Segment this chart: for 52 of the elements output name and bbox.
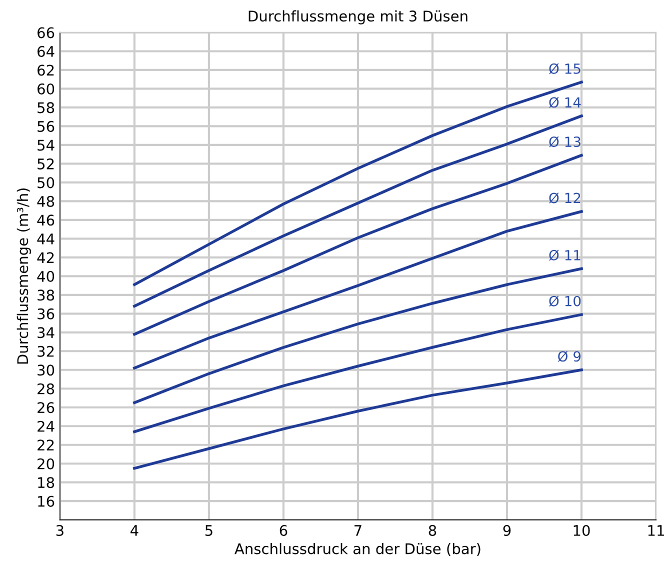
- x-tick-label: 7: [354, 525, 362, 536]
- y-tick-label: 26: [38, 402, 54, 414]
- y-tick-label: 16: [38, 496, 54, 507]
- y-tick-label: 52: [38, 158, 54, 170]
- y-tick-label: 30: [38, 364, 54, 376]
- y-tick-label: 40: [37, 270, 54, 282]
- y-tick-label: 42: [37, 252, 54, 263]
- x-tick-label: 6: [280, 524, 288, 536]
- y-tick-label: 36: [38, 308, 54, 320]
- y-axis-title: Durchflussmenge (m³/h): [16, 188, 31, 364]
- line-series: [133, 154, 583, 336]
- y-tick-label: 56: [38, 120, 54, 132]
- y-tick-label: 50: [38, 177, 54, 188]
- y-tick-label: 32: [38, 346, 54, 357]
- series-label: Ø 12: [549, 192, 580, 204]
- y-tick-label: 48: [37, 196, 54, 207]
- x-tick-label: 5: [205, 525, 212, 536]
- line-series: [133, 80, 583, 286]
- y-tick-label: 20: [38, 458, 54, 470]
- y-tick-label: 64: [38, 46, 54, 57]
- y-tick-label: 46: [37, 214, 54, 226]
- line-series: [133, 210, 583, 370]
- x-tick-label: 8: [428, 524, 436, 536]
- y-tick-label: 54: [38, 140, 54, 151]
- y-tick-label: 44: [37, 234, 54, 244]
- x-tick-label: 9: [503, 524, 511, 536]
- y-tick-label: 62: [38, 64, 54, 76]
- y-tick-label: 22: [38, 440, 54, 450]
- line-series: [133, 313, 583, 434]
- x-tick-label: 4: [130, 525, 138, 536]
- y-tick-label: 18: [38, 477, 54, 488]
- series-label: Ø 10: [549, 296, 581, 307]
- x-tick-label: 10: [574, 524, 590, 536]
- series-label: Ø 13: [549, 136, 580, 148]
- chart-title: Durchflussmenge mit 3 Düsen: [248, 10, 468, 24]
- series-label: Ø 11: [549, 250, 580, 261]
- x-tick-label: 11: [648, 525, 664, 536]
- line-series: [133, 267, 583, 404]
- y-tick-label: 34: [38, 327, 54, 338]
- y-tick-label: 60: [38, 83, 54, 94]
- y-tick-label: 38: [38, 290, 54, 301]
- y-tick-label: 66: [38, 27, 54, 38]
- line-series: [133, 114, 583, 308]
- series-label: Ø 14: [549, 96, 581, 108]
- y-tick-label: 58: [38, 102, 54, 114]
- x-axis-title: Anschlussdruck an der Düse (bar): [234, 542, 480, 556]
- x-tick-label: 3: [56, 524, 64, 536]
- series-label: Ø 15: [549, 63, 580, 74]
- y-tick-label: 28: [38, 383, 54, 394]
- series-label: Ø 9: [558, 350, 581, 362]
- line-series: [133, 368, 583, 470]
- y-tick-label: 24: [38, 420, 54, 432]
